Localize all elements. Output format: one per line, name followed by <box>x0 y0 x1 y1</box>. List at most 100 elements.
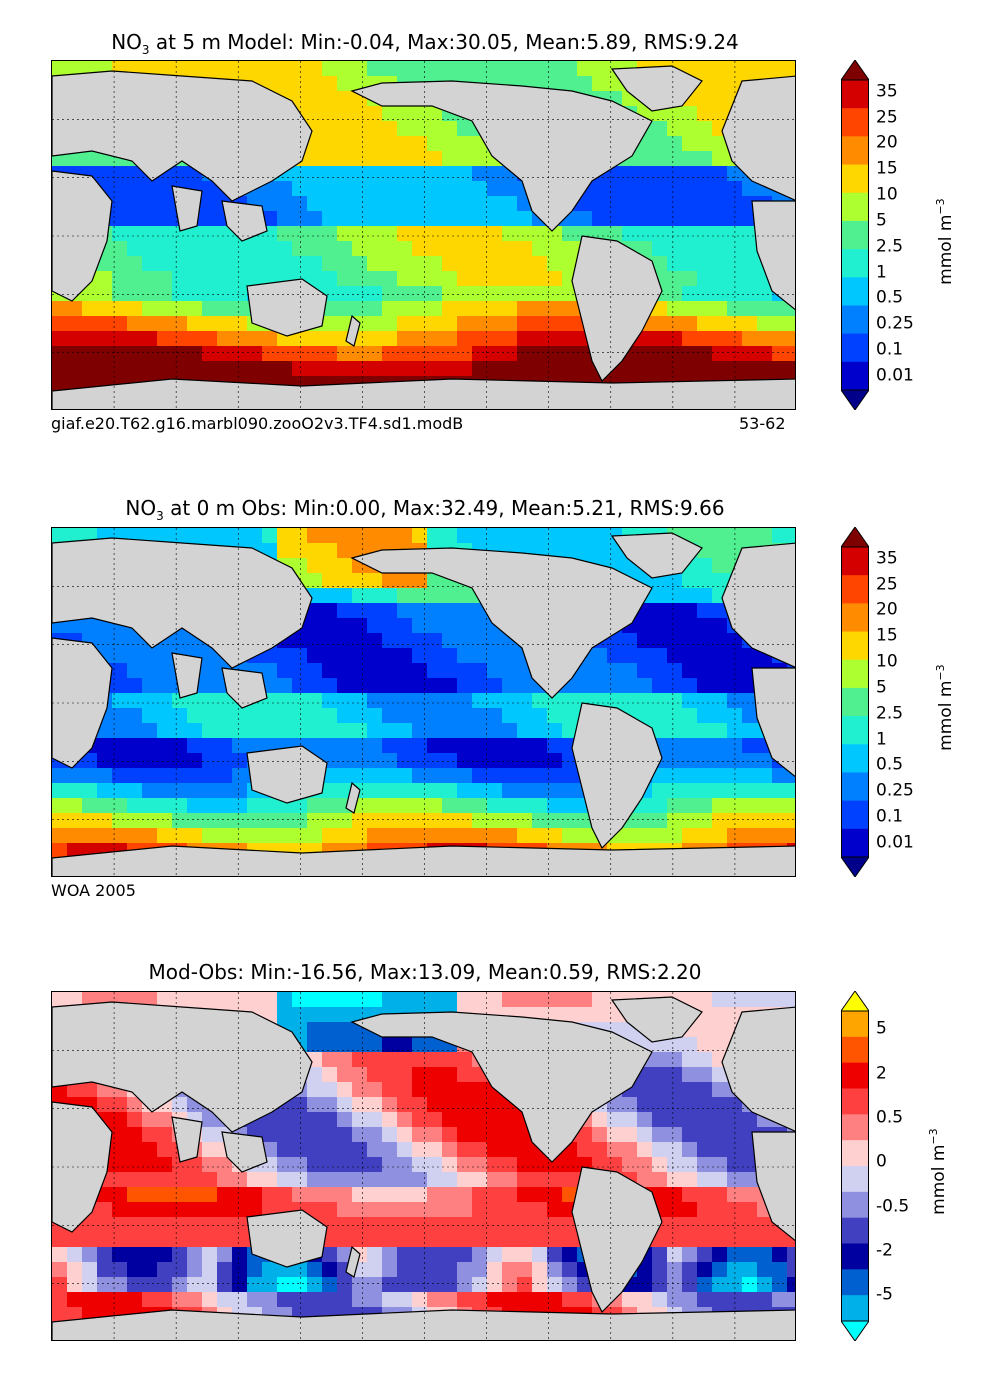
ocean-cell <box>517 1157 533 1173</box>
ocean-cell <box>727 331 743 347</box>
ocean-cell <box>472 256 488 272</box>
ocean-cell <box>457 151 473 167</box>
ocean-cell <box>382 813 398 829</box>
colorbar-block <box>841 277 869 306</box>
ocean-cell <box>172 241 188 257</box>
panel-3-unit-base: mmol m <box>928 1144 949 1215</box>
ocean-cell <box>67 618 83 634</box>
ocean-cell <box>217 813 233 829</box>
ocean-cell <box>592 663 608 679</box>
ocean-cell <box>217 1172 233 1188</box>
ocean-cell <box>292 663 308 679</box>
ocean-cell <box>232 301 248 317</box>
ocean-cell <box>367 361 383 377</box>
ocean-cell <box>442 738 458 754</box>
ocean-cell <box>157 663 173 679</box>
ocean-cell <box>337 151 353 167</box>
ocean-cell <box>157 738 173 754</box>
ocean-cell <box>127 1277 143 1293</box>
ocean-cell <box>697 1232 713 1248</box>
ocean-cell <box>202 316 218 332</box>
ocean-cell <box>112 256 128 272</box>
ocean-cell <box>712 798 728 814</box>
ocean-cell <box>652 211 668 227</box>
ocean-cell <box>337 528 353 544</box>
ocean-cell <box>562 693 578 709</box>
ocean-cell <box>67 376 83 392</box>
ocean-cell <box>682 693 698 709</box>
ocean-cell <box>97 783 113 799</box>
ocean-cell <box>412 1232 428 1248</box>
ocean-cell <box>742 331 758 347</box>
ocean-cell <box>202 753 218 769</box>
ocean-cell <box>367 196 383 212</box>
ocean-cell <box>517 723 533 739</box>
ocean-cell <box>142 316 158 332</box>
ocean-cell <box>337 1157 353 1173</box>
ocean-cell <box>82 346 98 362</box>
ocean-cell <box>352 528 368 544</box>
ocean-cell <box>667 286 683 302</box>
ocean-cell <box>757 828 773 844</box>
ocean-cell <box>727 798 743 814</box>
ocean-cell <box>667 361 683 377</box>
ocean-cell <box>112 1292 128 1308</box>
ocean-cell <box>397 211 413 227</box>
ocean-cell <box>322 361 338 377</box>
ocean-cell <box>442 1187 458 1203</box>
ocean-cell <box>352 663 368 679</box>
ocean-cell <box>187 693 203 709</box>
ocean-cell <box>187 1157 203 1173</box>
ocean-cell <box>187 256 203 272</box>
ocean-cell <box>307 663 323 679</box>
ocean-cell <box>142 648 158 664</box>
ocean-cell <box>742 301 758 317</box>
ocean-cell <box>712 678 728 694</box>
ocean-cell <box>622 1112 638 1128</box>
ocean-cell <box>202 1202 218 1218</box>
ocean-cell <box>412 992 428 1008</box>
ocean-cell <box>187 1172 203 1188</box>
ocean-cell <box>97 633 113 649</box>
ocean-cell <box>307 346 323 362</box>
ocean-cell <box>337 708 353 724</box>
ocean-cell <box>532 828 548 844</box>
ocean-cell <box>97 768 113 784</box>
ocean-cell <box>97 316 113 332</box>
ocean-cell <box>442 181 458 197</box>
ocean-cell <box>727 361 743 377</box>
ocean-cell <box>442 226 458 242</box>
ocean-cell <box>682 768 698 784</box>
ocean-cell <box>232 813 248 829</box>
ocean-cell <box>487 271 503 287</box>
ocean-cell <box>427 813 443 829</box>
ocean-cell <box>712 1007 728 1023</box>
ocean-cell <box>787 1277 795 1293</box>
ocean-cell <box>427 1172 443 1188</box>
ocean-cell <box>697 1022 713 1038</box>
ocean-cell <box>352 1067 368 1083</box>
ocean-cell <box>202 768 218 784</box>
ocean-cell <box>352 136 368 152</box>
ocean-cell <box>367 1112 383 1128</box>
ocean-cell <box>652 151 668 167</box>
ocean-cell <box>757 753 773 769</box>
ocean-cell <box>502 331 518 347</box>
ocean-cell <box>202 1292 218 1308</box>
ocean-cell <box>187 316 203 332</box>
ocean-cell <box>202 813 218 829</box>
ocean-cell <box>652 1187 668 1203</box>
ocean-cell <box>382 1262 398 1278</box>
ocean-cell <box>52 61 68 77</box>
ocean-cell <box>637 663 653 679</box>
ocean-cell <box>97 723 113 739</box>
ocean-cell <box>52 1277 68 1293</box>
ocean-cell <box>307 196 323 212</box>
colorbar-tick-label: 1 <box>876 729 887 750</box>
ocean-cell <box>112 1187 128 1203</box>
ocean-cell <box>622 1097 638 1113</box>
ocean-cell <box>412 1262 428 1278</box>
ocean-cell <box>622 633 638 649</box>
ocean-cell <box>547 256 563 272</box>
ocean-cell <box>382 316 398 332</box>
